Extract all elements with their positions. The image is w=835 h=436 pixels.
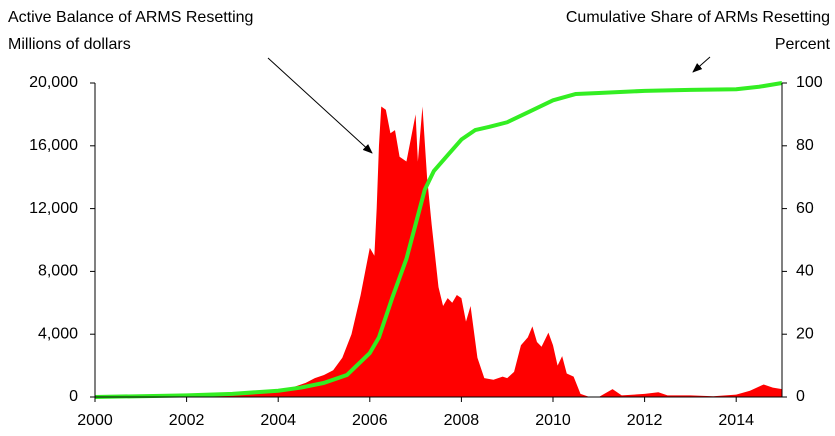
x-tick-label: 2012	[627, 412, 663, 429]
x-tick-label: 2008	[444, 412, 480, 429]
y-tick-label: 20,000	[29, 74, 78, 91]
y-tick-label: 8,000	[38, 263, 78, 280]
arrow	[692, 56, 711, 73]
annotation: Cumulative Share of ARMs Resetting	[566, 9, 830, 26]
y-tick-label: 16,000	[29, 137, 78, 154]
x-tick-label: 2010	[535, 412, 571, 429]
y2-tick-label: 100	[796, 74, 823, 91]
annotation: Millions of dollars	[8, 36, 131, 53]
y2-tick-label: 0	[796, 388, 805, 405]
annotation: Percent	[775, 36, 831, 53]
x-tick-label: 2006	[352, 412, 388, 429]
y2-tick-label: 40	[796, 263, 814, 280]
x-tick-label: 2014	[718, 412, 754, 429]
y2-tick-label: 20	[796, 325, 814, 342]
y2-tick-label: 60	[796, 200, 814, 217]
y-tick-label: 12,000	[29, 200, 78, 217]
y2-tick-label: 80	[796, 137, 814, 154]
annotation: Active Balance of ARMS Resetting	[8, 9, 253, 26]
y-tick-label: 0	[69, 388, 78, 405]
line	[94, 81, 783, 399]
arrow	[267, 57, 373, 154]
area	[95, 106, 782, 398]
x-tick-label: 2002	[169, 412, 205, 429]
x-tick-label: 2000	[77, 412, 113, 429]
x-tick-label: 2004	[260, 412, 296, 429]
y-tick-label: 4,000	[38, 325, 78, 342]
